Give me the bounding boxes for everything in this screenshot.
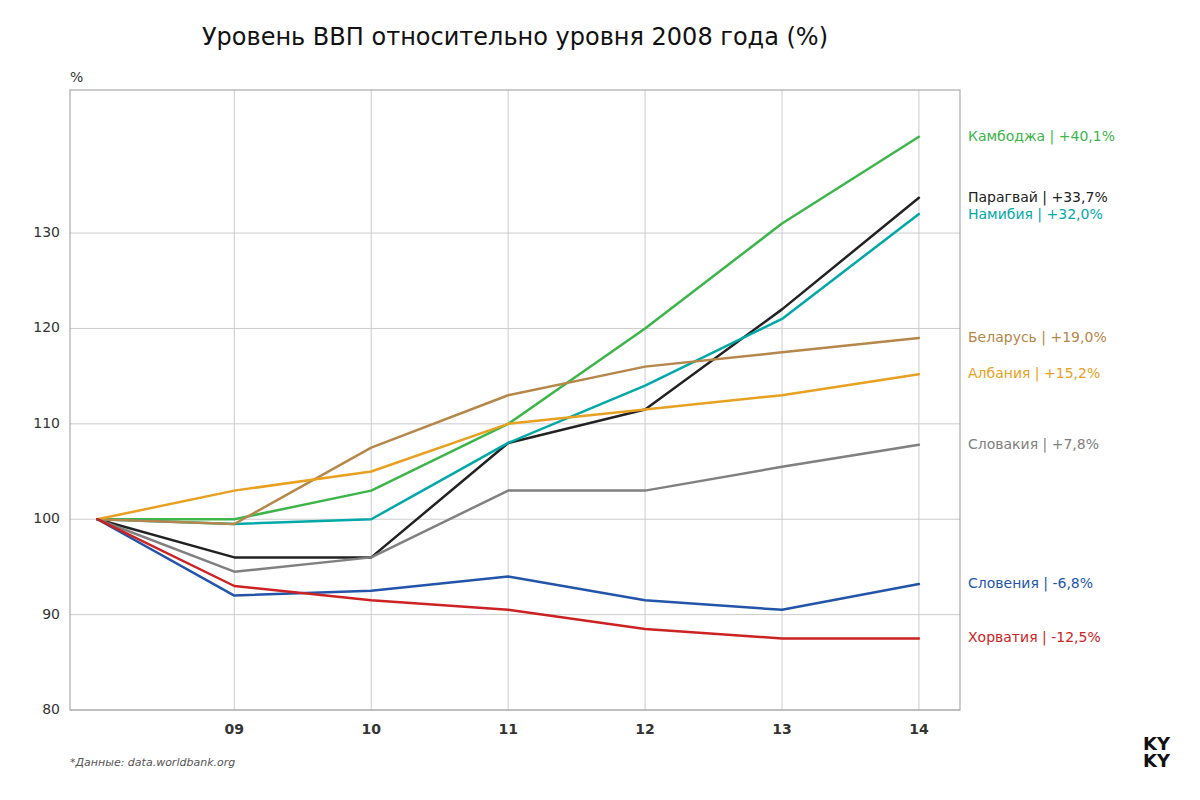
series-label: Словения | -6,8% [968,575,1093,592]
grid [70,90,960,710]
x-grid-line [918,90,919,710]
title: Уровень ВВП относительно уровня 2008 год… [202,23,828,51]
series-line [97,519,919,638]
x-tick-label: 09 [225,721,244,737]
lines [97,137,919,639]
x-grid-line [234,90,235,710]
y-grid-line [70,328,960,329]
series-line [97,445,919,572]
y-tick-label: 80 [42,701,60,717]
y-tick-label: 120 [33,319,60,335]
x-grid-line [371,90,372,710]
series-line [97,338,919,524]
y-grid-line [70,614,960,615]
x-tick-label: 11 [498,721,517,737]
series-line [97,137,919,519]
y-axis-label: % [70,69,83,85]
series-label: Камбоджа | +40,1% [968,128,1115,145]
chart: Уровень ВВП относительно уровня 2008 год… [0,0,1200,800]
series-label: Хорватия | -12,5% [968,629,1101,646]
x-grid-line [782,90,783,710]
series-label: Албания | +15,2% [968,365,1100,382]
axes: 80 90 100 110 120 130 09 10 11 12 13 14 [33,90,960,737]
x-tick-label: 10 [361,721,381,737]
x-tick-label: 12 [635,721,654,737]
series-line [97,374,919,519]
series-labels: Камбоджа | +40,1% Парагвай | +33,7%Намиби… [968,128,1115,647]
x-tick-label: 13 [772,721,791,737]
series-label: Словакия | +7,8% [968,436,1099,453]
source-note: *Данные: data.worldbank.org [70,756,235,769]
y-tick-label: 130 [33,224,60,240]
y-tick-label: 110 [33,415,60,431]
x-tick-label: 14 [909,721,929,737]
y-tick-label: 100 [33,510,60,526]
plot-frame [70,90,960,710]
series-label: Беларусь | +19,0% [968,329,1107,346]
y-grid-line [70,233,960,234]
background [0,0,1200,800]
series-line [97,519,919,610]
logo-line: KY [1143,750,1171,771]
series-line [97,214,919,524]
series-label: Парагвай | +33,7% [968,189,1108,206]
x-grid-line [508,90,509,710]
y-tick-label: 90 [42,606,60,622]
series-label: Намибия | +32,0% [968,206,1103,223]
logo: KYKY [1143,733,1171,771]
series-line [97,198,919,558]
x-grid-line [645,90,646,710]
